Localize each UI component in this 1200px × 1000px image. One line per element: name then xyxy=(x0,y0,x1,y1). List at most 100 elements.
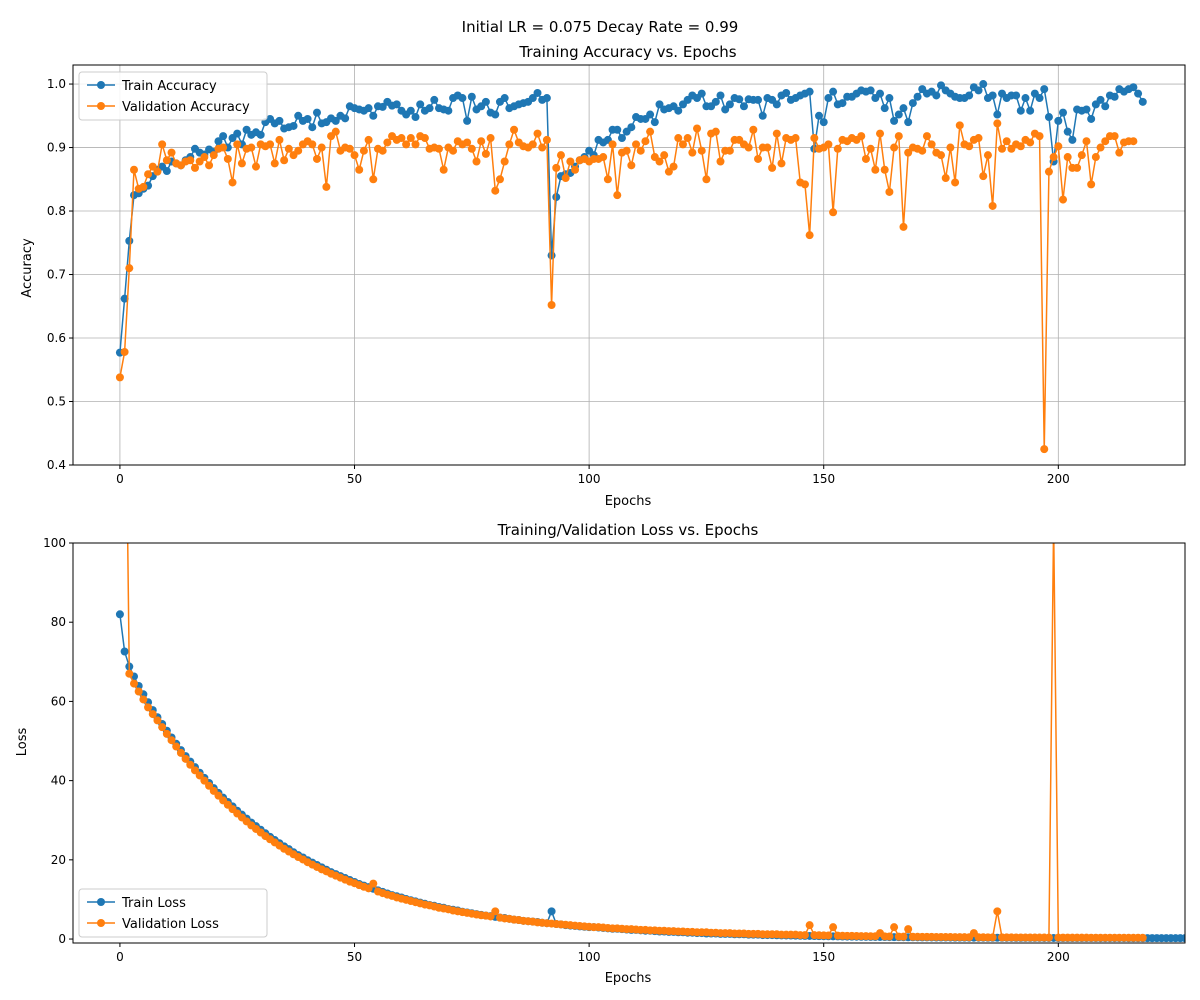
accuracy-series-validation-point xyxy=(1110,132,1119,141)
accuracy-series-validation-point xyxy=(510,125,519,134)
accuracy-series-train-point xyxy=(646,110,655,119)
accuracy-series-validation-point xyxy=(294,146,303,155)
accuracy-series-train-point xyxy=(378,102,387,111)
accuracy-series-validation-point xyxy=(270,159,279,168)
accuracy-series-validation-point xyxy=(885,187,894,196)
accuracy-series-train-point xyxy=(758,111,767,120)
accuracy-series-validation-point xyxy=(965,142,974,151)
loss-series-validation-point xyxy=(824,931,833,940)
accuracy-series-validation-point xyxy=(186,156,195,165)
accuracy-series-train-point xyxy=(364,104,373,113)
accuracy-axes-frame xyxy=(72,64,1186,466)
accuracy-series-train-point xyxy=(739,102,748,111)
accuracy-chart: Training Accuracy vs. Epochs Epochs Accu… xyxy=(20,43,1186,509)
accuracy-series-train-point xyxy=(613,125,622,134)
accuracy-series-validation-point xyxy=(120,347,129,356)
accuracy-series-train-point xyxy=(542,94,551,103)
accuracy-series-train-point xyxy=(416,100,425,109)
accuracy-series-validation-point xyxy=(1063,153,1072,162)
accuracy-y-tick-label: 1.0 xyxy=(47,77,66,91)
accuracy-series-train-point xyxy=(500,94,509,103)
loss-x-tick-label: 100 xyxy=(578,950,601,964)
accuracy-x-tick-label: 100 xyxy=(578,472,601,486)
accuracy-series-train-point xyxy=(979,80,988,89)
accuracy-legend-box xyxy=(78,71,268,121)
accuracy-legend-label: Validation Accuracy xyxy=(122,100,250,115)
loss-series-validation-point xyxy=(181,754,190,763)
accuracy-series-validation-point xyxy=(364,135,373,144)
accuracy-series-validation-point xyxy=(725,146,734,155)
accuracy-series-train-point xyxy=(275,116,284,125)
loss-series-validation-point xyxy=(829,923,838,932)
accuracy-series-train-point xyxy=(782,88,791,97)
accuracy-series-validation-point xyxy=(411,140,420,149)
accuracy-series-train-point xyxy=(444,106,453,115)
accuracy-series-validation-point xyxy=(223,154,232,163)
accuracy-series-train-point xyxy=(1021,94,1030,103)
accuracy-series-validation-point xyxy=(599,153,608,162)
loss-series-validation-point xyxy=(190,766,199,775)
accuracy-series-validation-point xyxy=(312,154,321,163)
accuracy-series-train-point xyxy=(369,111,378,120)
accuracy-series-train-point xyxy=(711,97,720,106)
accuracy-series-train-point xyxy=(1059,108,1068,117)
accuracy-series-validation-point xyxy=(1129,137,1138,146)
loss-y-tick-label: 20 xyxy=(51,853,66,867)
accuracy-series-validation-point xyxy=(125,264,134,273)
loss-legend-label: Train Loss xyxy=(121,896,186,911)
accuracy-series-validation-point xyxy=(763,143,772,152)
accuracy-y-tick-label: 0.7 xyxy=(47,268,66,282)
accuracy-legend-marker xyxy=(97,102,105,110)
accuracy-series-validation-point xyxy=(280,156,289,165)
accuracy-plot-area xyxy=(115,80,1147,454)
accuracy-series-train-point xyxy=(697,89,706,98)
accuracy-series-train-point xyxy=(1035,94,1044,103)
accuracy-series-train-point xyxy=(256,130,265,139)
accuracy-series-train-point xyxy=(1129,83,1138,92)
accuracy-series-train-point xyxy=(932,91,941,100)
accuracy-series-train-point xyxy=(805,87,814,96)
loss-x-tick-label: 0 xyxy=(116,950,124,964)
accuracy-series-validation-point xyxy=(406,134,415,143)
accuracy-series-validation-point xyxy=(317,143,326,152)
accuracy-series-validation-point xyxy=(833,144,842,153)
accuracy-series-validation-point xyxy=(148,162,157,171)
accuracy-series-validation-point xyxy=(937,151,946,160)
accuracy-series-validation-point xyxy=(683,134,692,143)
loss-series-validation-point xyxy=(125,669,134,678)
accuracy-series-validation-point xyxy=(561,174,570,183)
accuracy-x-tick-label: 0 xyxy=(116,472,124,486)
loss-series-validation-point xyxy=(158,723,167,732)
loss-legend: Train Loss Validation Loss xyxy=(78,888,268,938)
accuracy-series-train-point xyxy=(815,111,824,120)
loss-series-validation-point xyxy=(205,781,214,790)
accuracy-series-validation-point xyxy=(998,144,1007,153)
loss-series-train-point xyxy=(547,907,556,916)
accuracy-series-validation-point xyxy=(402,140,411,149)
accuracy-series-validation-point xyxy=(397,134,406,143)
accuracy-series-validation-point xyxy=(552,163,561,172)
accuracy-series-train-point xyxy=(491,110,500,119)
accuracy-series-validation-point xyxy=(359,146,368,155)
loss-x-tick-label: 200 xyxy=(1047,950,1070,964)
accuracy-series-validation-point xyxy=(1044,167,1053,176)
loss-series-validation-point xyxy=(167,736,176,745)
accuracy-series-validation-point xyxy=(139,182,148,191)
accuracy-series-validation-point xyxy=(824,140,833,149)
accuracy-series-validation-point xyxy=(800,180,809,189)
accuracy-series-validation-point xyxy=(495,175,504,184)
loss-legend-box xyxy=(78,888,268,938)
accuracy-series-validation-point xyxy=(434,144,443,153)
accuracy-series-validation-point xyxy=(167,148,176,157)
accuracy-series-validation-point xyxy=(1002,137,1011,146)
accuracy-series-validation-point xyxy=(115,373,124,382)
accuracy-series-validation-point xyxy=(528,140,537,149)
accuracy-series-validation-point xyxy=(810,134,819,143)
loss-axes-frame xyxy=(72,542,1186,944)
accuracy-series-train-point xyxy=(735,95,744,104)
accuracy-series-validation-point xyxy=(678,140,687,149)
loss-series-validation-point xyxy=(885,932,894,941)
accuracy-series-validation-point xyxy=(744,143,753,152)
accuracy-x-axis-label: Epochs xyxy=(605,494,652,509)
